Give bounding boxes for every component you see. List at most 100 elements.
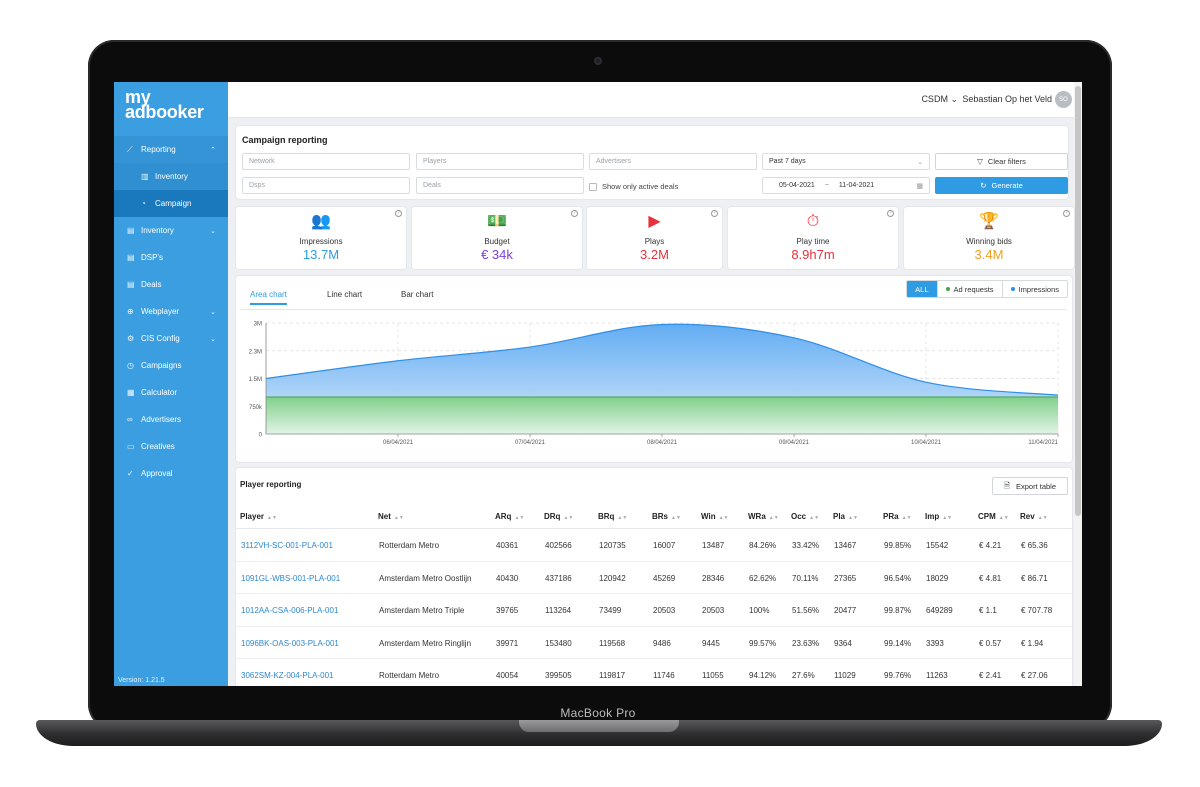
- table-cell: 120735: [599, 541, 626, 550]
- column-header-wra[interactable]: WRa ▲▼: [748, 512, 779, 521]
- help-icon[interactable]: ?: [1063, 210, 1070, 217]
- sidebar-item-inventory[interactable]: ▤ Inventory ⌄: [114, 217, 228, 244]
- globe-icon: ⊕: [127, 307, 134, 316]
- section-title: Player reporting: [240, 480, 302, 489]
- sidebar-item-advertisers[interactable]: ∞ Advertisers: [114, 406, 228, 433]
- sidebar-item-campaigns[interactable]: ◷ Campaigns: [114, 352, 228, 379]
- column-header-rev[interactable]: Rev ▲▼: [1020, 512, 1048, 521]
- sidebar-item-webplayer[interactable]: ⊕ Webplayer ⌄: [114, 298, 228, 325]
- deals-input[interactable]: Deals: [416, 177, 584, 194]
- tab-divider: [240, 309, 1066, 310]
- sidebar-item-approval[interactable]: ✓ Approval: [114, 460, 228, 487]
- column-header-imp[interactable]: Imp ▲▼: [925, 512, 952, 521]
- sidebar-item-creatives[interactable]: ▭ Creatives: [114, 433, 228, 460]
- clear-filters-button[interactable]: ▽ Clear filters: [935, 153, 1068, 170]
- player-link[interactable]: 1012AA-CSA-006-PLA-001: [241, 606, 339, 615]
- table-row: 1012AA-CSA-006-PLA-001 Amsterdam Metro Tr…: [236, 594, 1072, 627]
- player-link[interactable]: 1091GL-WBS-001-PLA-001: [241, 573, 341, 583]
- table-cell: 40430: [496, 573, 519, 583]
- help-icon[interactable]: ?: [711, 210, 718, 217]
- column-header-drq[interactable]: DRq ▲▼: [544, 512, 573, 521]
- column-header-pra[interactable]: PRa ▲▼: [883, 512, 911, 521]
- column-header-brq[interactable]: BRq ▲▼: [598, 512, 627, 521]
- sidebar-item-dsps[interactable]: ▤ DSP's: [114, 244, 228, 271]
- kpi-value: 13.7M: [302, 247, 340, 262]
- page-scrollbar[interactable]: [1074, 82, 1082, 686]
- column-header-net[interactable]: Net ▲▼: [378, 512, 404, 521]
- camera-icon: [594, 57, 602, 65]
- player-link[interactable]: 1096BK-OAS-003-PLA-001: [241, 638, 339, 648]
- column-header-player[interactable]: Player ▲▼: [240, 512, 277, 521]
- table-cell: € 4.21: [979, 541, 1002, 550]
- table-header: Player ▲▼ Net ▲▼ ARq ▲▼ DRq ▲▼ BRq ▲▼ BRs ▲▼ Win ▲▼ WR…: [236, 503, 1072, 529]
- chart-icon: ▥: [141, 172, 149, 181]
- device-brand: MacBook Pro: [560, 706, 636, 720]
- clear-filters-label: Clear filters: [987, 157, 1026, 166]
- player-link[interactable]: 3062SM-KZ-004-PLA-001: [241, 671, 334, 680]
- column-header-brs[interactable]: BRs ▲▼: [652, 512, 681, 521]
- sidebar-item-campaign[interactable]: ◔ Campaign: [114, 190, 228, 217]
- impressions-dot: [1010, 287, 1015, 291]
- x-tick-label: 10/04/2021: [911, 440, 942, 446]
- help-icon[interactable]: ?: [571, 210, 578, 217]
- sidebar-item-calculator[interactable]: ▦ Calculator: [114, 379, 228, 406]
- advertisers-input[interactable]: Advertisers: [589, 153, 757, 170]
- app-logo[interactable]: my adbooker: [125, 88, 204, 121]
- date-range-picker[interactable]: 05-04-2021 ~ 11-04-2021 ▦: [762, 177, 930, 194]
- avatar[interactable]: SO: [1055, 91, 1072, 108]
- generate-button[interactable]: ↻ Generate: [935, 177, 1068, 194]
- help-icon[interactable]: ?: [395, 210, 402, 217]
- clock-icon: ⏱: [806, 213, 820, 230]
- help-icon[interactable]: ?: [887, 210, 894, 217]
- table-cell: 120942: [599, 573, 626, 583]
- table-cell: Amsterdam Metro Oostlijn: [379, 573, 472, 583]
- players-input[interactable]: Players: [416, 153, 584, 170]
- scrollbar-thumb[interactable]: [1075, 86, 1081, 516]
- tab-line-chart[interactable]: Line chart: [327, 290, 363, 299]
- table-body: 3112VH-SC-001-PLA-001 Rotterdam Metro 4036…: [236, 529, 1072, 686]
- table-cell: 84.26%: [749, 541, 777, 550]
- filter-all-button[interactable]: ALL: [907, 281, 937, 297]
- column-header-occ[interactable]: Occ ▲▼: [791, 512, 819, 521]
- network-input[interactable]: Network: [242, 153, 410, 170]
- ad-requests-label: Ad requests: [953, 284, 994, 294]
- kpi-budget: 💵 ? Budget € 34k: [412, 207, 582, 269]
- y-tick-label: 1.5M: [249, 377, 262, 383]
- column-header-label: Win: [701, 512, 716, 521]
- list-icon: ▤: [127, 253, 135, 262]
- active-deals-toggle[interactable]: Show only active deals: [589, 182, 678, 191]
- table-cell: 13487: [702, 541, 725, 550]
- sidebar-item-reporting[interactable]: ⟋ Reporting ⌃: [114, 136, 228, 163]
- impressions-label: Impressions: [1018, 284, 1059, 294]
- table-cell: 51.56%: [792, 606, 820, 615]
- dsps-input[interactable]: Dsps: [242, 177, 410, 194]
- player-link[interactable]: 3112VH-SC-001-PLA-001: [241, 541, 333, 550]
- column-header-cpm[interactable]: CPM ▲▼: [978, 512, 1009, 521]
- tab-bar-chart[interactable]: Bar chart: [401, 290, 434, 299]
- x-tick-label: 11/04/2021: [1028, 440, 1058, 446]
- export-table-button[interactable]: 🗎 Export table: [992, 477, 1068, 495]
- filter-impressions-button[interactable]: Impressions: [1001, 281, 1067, 297]
- column-header-label: Pla: [833, 512, 846, 521]
- table-cell: 3393: [926, 638, 944, 648]
- sidebar-item-cis-config[interactable]: ⚙ CIS Config ⌄: [114, 325, 228, 352]
- column-header-arq[interactable]: ARq ▲▼: [495, 512, 524, 521]
- column-header-pla[interactable]: Pla ▲▼: [833, 512, 858, 521]
- table-cell: Amsterdam Metro Ringlijn: [379, 638, 472, 648]
- table-cell: 99.14%: [884, 638, 912, 648]
- table-cell: 119817: [599, 671, 626, 680]
- sidebar-item-deals[interactable]: ▤ Deals: [114, 271, 228, 298]
- user-name[interactable]: Sebastian Op het Veld: [962, 94, 1052, 104]
- period-select[interactable]: Past 7 days ⌄: [762, 153, 930, 170]
- table-cell: 27.6%: [792, 671, 815, 680]
- tab-area-chart[interactable]: Area chart: [250, 290, 287, 305]
- sidebar-item-label: Inventory: [155, 172, 188, 181]
- sort-icon: ▲▼: [617, 515, 628, 521]
- active-deals-checkbox[interactable]: [589, 182, 597, 191]
- sidebar-item-reporting-inventory[interactable]: ▥ Inventory: [114, 163, 228, 190]
- column-header-win[interactable]: Win ▲▼: [701, 512, 729, 521]
- network-select[interactable]: CSDM ⌄: [921, 94, 958, 105]
- y-tick-label: 750k: [249, 405, 263, 411]
- sidebar-item-label: Creatives: [141, 442, 175, 451]
- filter-ad-requests-button[interactable]: Ad requests: [936, 281, 1002, 297]
